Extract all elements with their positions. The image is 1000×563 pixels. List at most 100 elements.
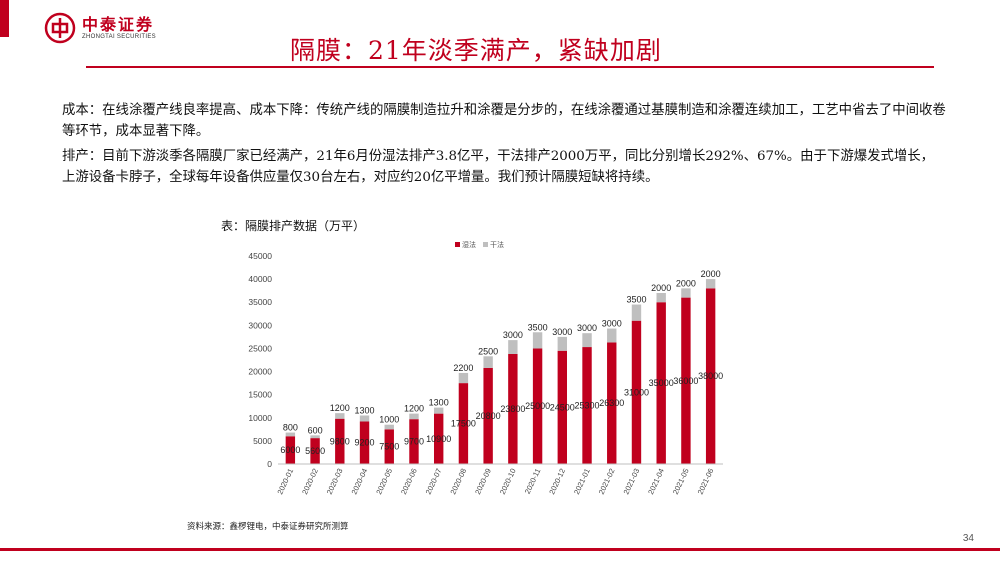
data-label-dry: 2000 bbox=[701, 269, 721, 279]
y-tick-label: 15000 bbox=[248, 390, 272, 400]
data-label-wet: 24500 bbox=[550, 402, 575, 412]
title-divider bbox=[86, 66, 934, 68]
bar-wet-2020-03 bbox=[335, 418, 345, 464]
bar-dry-2020-07 bbox=[433, 407, 444, 414]
x-tick-label: 2020-12 bbox=[547, 467, 567, 496]
y-tick-label: 0 bbox=[267, 459, 272, 469]
x-tick-label: 2020-04 bbox=[350, 467, 370, 496]
source-note: 资料来源：鑫椤锂电，中泰证券研究所测算 bbox=[187, 522, 349, 532]
bar-dry-2020-05 bbox=[384, 424, 394, 430]
data-label-wet: 35000 bbox=[649, 378, 674, 388]
x-tick-label: 2021-04 bbox=[646, 467, 666, 496]
y-tick-label: 40000 bbox=[248, 274, 272, 284]
bar-wet-2020-08 bbox=[458, 383, 469, 464]
bar-dry-2021-02 bbox=[607, 328, 617, 343]
data-label-wet: 5600 bbox=[305, 446, 325, 456]
x-tick-label: 2020-11 bbox=[523, 467, 543, 495]
bar-wet-2020-10 bbox=[508, 353, 518, 464]
data-label-wet: 7500 bbox=[379, 442, 399, 452]
x-tick-label: 2021-03 bbox=[621, 467, 641, 496]
y-tick-label: 5000 bbox=[253, 436, 272, 446]
left-accent-bar bbox=[0, 0, 9, 37]
data-label-wet: 9700 bbox=[404, 437, 424, 447]
data-label-wet: 26300 bbox=[599, 398, 624, 408]
page-title: 隔膜：21年淡季满产，紧缺加剧 bbox=[290, 36, 662, 65]
data-label-dry: 3500 bbox=[626, 295, 646, 305]
x-tick-label: 2020-05 bbox=[374, 467, 394, 496]
y-tick-label: 35000 bbox=[248, 297, 272, 307]
bar-wet-2020-02 bbox=[310, 438, 320, 464]
data-label-dry: 3000 bbox=[602, 319, 622, 329]
data-label-dry: 3000 bbox=[552, 327, 572, 337]
data-label-dry: 600 bbox=[308, 425, 323, 435]
data-label-wet: 25300 bbox=[575, 401, 600, 411]
bar-wet-2020-04 bbox=[359, 421, 370, 464]
bar-dry-2021-03 bbox=[631, 304, 642, 321]
data-label-wet: 10900 bbox=[426, 434, 451, 444]
y-tick-label: 10000 bbox=[248, 413, 272, 423]
bar-dry-2020-12 bbox=[557, 336, 568, 351]
y-tick-label: 45000 bbox=[248, 251, 272, 261]
legend-swatch-0 bbox=[455, 242, 460, 247]
x-tick-label: 2020-08 bbox=[448, 467, 468, 496]
bar-dry-2021-04 bbox=[656, 292, 666, 303]
x-tick-label: 2021-02 bbox=[597, 467, 617, 496]
data-label-wet: 23800 bbox=[500, 404, 525, 414]
bar-wet-2020-05 bbox=[384, 429, 394, 464]
x-tick-label: 2020-10 bbox=[498, 467, 518, 496]
data-label-dry: 800 bbox=[283, 423, 298, 433]
data-label-dry: 2500 bbox=[478, 346, 498, 356]
bar-wet-2021-05 bbox=[681, 297, 691, 464]
x-tick-label: 2021-05 bbox=[671, 467, 691, 496]
bar-dry-2020-11 bbox=[532, 332, 543, 349]
y-tick-label: 30000 bbox=[248, 320, 272, 330]
data-label-dry: 1300 bbox=[429, 398, 449, 408]
bar-wet-2020-07 bbox=[433, 413, 444, 464]
data-label-dry: 1300 bbox=[355, 405, 375, 415]
data-label-wet: 38000 bbox=[698, 371, 723, 381]
bar-dry-2021-05 bbox=[681, 288, 691, 298]
data-label-dry: 2200 bbox=[453, 363, 473, 373]
data-label-dry: 3500 bbox=[528, 322, 548, 332]
data-label-dry: 1200 bbox=[330, 403, 350, 413]
bar-wet-2021-04 bbox=[656, 302, 666, 464]
bar-dry-2020-01 bbox=[285, 432, 296, 437]
x-axis: 2020-01 2020-02 2020-03 2020-04 2020-05 2020-… bbox=[275, 463, 723, 496]
x-tick-label: 2021-06 bbox=[696, 467, 716, 496]
x-tick-label: 2020-01 bbox=[275, 467, 295, 496]
bar-wet-2020-06 bbox=[409, 419, 419, 464]
bar-wet-2021-06 bbox=[705, 288, 716, 464]
logo-emblem-icon bbox=[44, 12, 76, 44]
bar-dry-2020-02 bbox=[310, 435, 320, 439]
bar-wet-2020-12 bbox=[557, 350, 568, 464]
data-label-dry: 2000 bbox=[676, 278, 696, 288]
body-text: 成本：在线涂覆产线良率提高、成本下降：传统产线的隔膜制造拉升和涂覆是分步的，在线… bbox=[62, 100, 947, 192]
separator-production-chart: 湿法 干法 05000100001500020000250003000035000… bbox=[248, 240, 723, 496]
x-tick-label: 2020-02 bbox=[300, 467, 320, 496]
logo-english-text: ZHONGTAI SECURITIES bbox=[82, 34, 156, 40]
bar-wet-2020-11 bbox=[532, 348, 543, 464]
data-label-wet: 36000 bbox=[673, 376, 698, 386]
x-tick-label: 2021-01 bbox=[572, 467, 592, 496]
data-label-wet: 6000 bbox=[280, 445, 300, 455]
x-tick-label: 2020-07 bbox=[424, 467, 444, 496]
bar-wet-2021-01 bbox=[582, 347, 592, 464]
data-label-dry: 1000 bbox=[379, 415, 399, 425]
bar-dry-2020-08 bbox=[458, 372, 469, 384]
x-tick-label: 2020-03 bbox=[325, 467, 345, 496]
paragraph-production: 排产：目前下游淡季各隔膜厂家已经满产，21年6月份湿法排产3.8亿平，干法排产2… bbox=[62, 149, 935, 185]
data-label-dry: 3000 bbox=[503, 330, 523, 340]
data-label-wet: 9200 bbox=[355, 438, 375, 448]
bars: 800 6000 600 5600 1200 9800 1300 9200 1000 7500 12… bbox=[280, 269, 723, 464]
bar-dry-2020-03 bbox=[335, 413, 345, 419]
bar-dry-2020-04 bbox=[359, 415, 370, 422]
bar-dry-2020-06 bbox=[409, 413, 419, 420]
paragraph-cost: 成本：在线涂覆产线良率提高、成本下降：传统产线的隔膜制造拉升和涂覆是分步的，在线… bbox=[62, 103, 946, 139]
bar-wet-2021-03 bbox=[631, 320, 642, 464]
bar-wet-2021-02 bbox=[607, 342, 617, 464]
y-axis: 0 5000 10000 15000 20000 25000 30000 35000 40000… bbox=[248, 251, 272, 469]
x-tick-label: 2020-06 bbox=[399, 467, 419, 496]
page-number: 34 bbox=[962, 533, 974, 544]
data-label-dry: 1200 bbox=[404, 404, 424, 414]
company-logo: 中泰证券 ZHONGTAI SECURITIES bbox=[44, 12, 156, 44]
